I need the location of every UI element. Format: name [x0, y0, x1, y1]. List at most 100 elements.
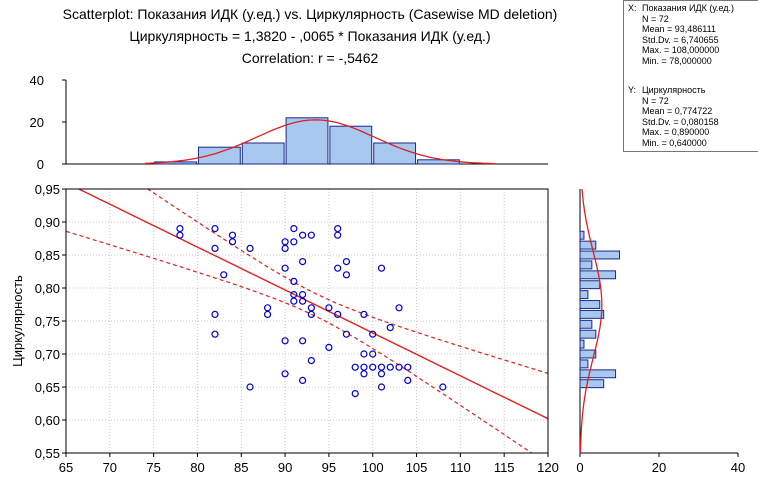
data-point — [211, 310, 219, 318]
data-point — [176, 231, 184, 239]
y-axis-title: Циркулярность — [10, 275, 25, 367]
y-hist-bar — [579, 250, 620, 260]
data-point — [334, 225, 342, 233]
data-point — [351, 363, 359, 371]
data-point — [176, 225, 184, 233]
data-point — [369, 363, 377, 371]
data-point — [263, 304, 272, 312]
data-point — [377, 383, 386, 391]
data-point — [246, 383, 254, 391]
data-point — [377, 363, 386, 371]
data-point — [228, 231, 237, 239]
fit-lines — [66, 189, 548, 453]
data-point — [377, 264, 386, 272]
confidence-band-upper — [146, 189, 548, 374]
y-stats-max: Max. = 0,890000 — [642, 127, 710, 138]
y-hist-bar — [579, 369, 617, 379]
y-hist-bar — [579, 260, 593, 270]
x-tick-label: 105 — [406, 460, 428, 475]
x-stats-n: N = 72 — [642, 13, 669, 24]
data-point — [334, 310, 342, 318]
data-point — [211, 330, 219, 338]
data-point — [342, 330, 351, 338]
data-point — [307, 310, 315, 318]
y-hist-bar — [579, 319, 593, 329]
data-point — [360, 310, 368, 318]
x-tick-label: 70 — [103, 460, 117, 475]
scatter-panel: 65 70 75 80 85 90 95 100 105 110 115 120 0,55 0,60 0,6… — [10, 182, 559, 475]
y-hist-tick-label: 40 — [731, 460, 745, 475]
data-point — [290, 291, 298, 299]
x-stats-mean: Mean = 93,486111 — [642, 24, 716, 35]
data-point — [404, 376, 412, 384]
data-point — [325, 304, 333, 312]
data-point — [395, 304, 403, 312]
data-point — [290, 225, 298, 233]
y-hist-bar — [579, 280, 601, 290]
data-point — [325, 343, 333, 351]
y-tick-label: 0,55 — [35, 446, 60, 461]
y-hist-bar — [579, 240, 597, 250]
y-hist-bar — [579, 329, 597, 339]
data-point — [246, 244, 254, 252]
y-tick-label: 0,65 — [35, 380, 60, 395]
data-point — [386, 363, 394, 371]
confidence-band-lower — [66, 230, 533, 453]
data-point — [281, 337, 289, 345]
data-point — [281, 370, 289, 378]
data-point — [386, 324, 394, 332]
data-point — [439, 383, 447, 391]
y-hist-bar — [579, 290, 589, 300]
x-tick-label: 95 — [322, 460, 336, 475]
data-point — [281, 264, 289, 272]
data-point — [299, 258, 307, 266]
y-stats: Y: Циркулярность N = 72 Mean = 0,774722 S… — [628, 85, 719, 149]
x-tick-label: 90 — [278, 460, 292, 475]
y-normal-curve — [579, 188, 603, 454]
y-stats-n: N = 72 — [642, 95, 669, 106]
y-hist-bar — [579, 359, 589, 369]
y-stats-sd: Std.Dv. = 0,080158 — [642, 116, 719, 127]
regression-equation: Циркулярность = 1,3820 - ,0065 * Показан… — [129, 28, 491, 44]
y-tick-label: 0,60 — [35, 413, 60, 428]
data-point — [290, 297, 298, 305]
data-point — [299, 337, 307, 345]
y-hist-bar — [579, 379, 605, 389]
y-tick-label: 0,90 — [35, 215, 60, 230]
y-hist-bar — [579, 300, 601, 309]
data-point — [281, 244, 289, 252]
data-point — [211, 225, 219, 233]
y-tick-label: 0,70 — [35, 347, 60, 362]
x-hist-bar — [329, 125, 373, 165]
x-tick-label: 115 — [494, 460, 515, 475]
data-point — [307, 231, 315, 239]
y-tick-label: 0,95 — [35, 182, 60, 197]
x-hist-tick-label: 20 — [30, 115, 44, 130]
data-point — [395, 363, 403, 371]
x-histogram-panel: 0 20 40 — [30, 73, 548, 172]
y-hist-bar — [579, 339, 585, 349]
x-stats-name: Показания ИДК (у.ед.) — [642, 3, 734, 13]
y-stats-min: Min. = 0,640000 — [642, 137, 707, 148]
data-point — [369, 350, 377, 358]
stats-box: X: Показания ИДК (у.ед.) N = 72 Mean = 93… — [623, 0, 758, 152]
data-point — [404, 363, 412, 371]
y-hist-bar — [579, 349, 597, 359]
y-tick-label: 0,85 — [35, 248, 60, 263]
correlation-label: Correlation: r = -,5462 — [241, 50, 379, 66]
data-point — [307, 304, 315, 312]
chart-title: Scatterplot: Показания ИДК (у.ед.) vs. Ц… — [62, 6, 558, 22]
data-point — [369, 330, 377, 338]
regression-line — [77, 189, 548, 420]
data-point — [299, 297, 307, 305]
data-point — [334, 231, 342, 239]
x-stats-tag: X: — [628, 3, 637, 13]
data-point — [342, 258, 351, 266]
data-point — [351, 390, 359, 398]
data-point — [360, 370, 368, 378]
data-point — [220, 271, 228, 279]
y-tick-label: 0,75 — [35, 314, 60, 329]
data-point — [334, 264, 342, 272]
x-hist-bar — [197, 146, 241, 165]
data-point — [263, 310, 272, 318]
